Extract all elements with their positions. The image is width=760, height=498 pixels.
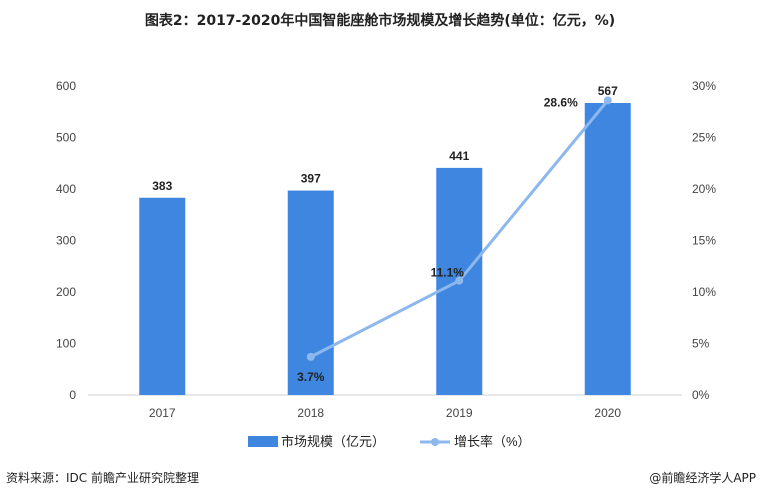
growth-data-label: 3.7% [297, 370, 325, 384]
y-right-tick-label: 20% [692, 182, 716, 196]
x-tick-label: 2019 [446, 406, 473, 420]
bar-data-label: 383 [152, 179, 172, 193]
legend-line-marker [431, 438, 439, 446]
bar [139, 197, 186, 395]
y-left-tick-label: 100 [56, 337, 76, 351]
credit: @前瞻经济学人APP [649, 471, 756, 485]
bar-data-label: 567 [598, 84, 618, 98]
growth-point [306, 352, 315, 361]
y-right-tick-label: 10% [692, 285, 716, 299]
growth-point [603, 96, 612, 105]
legend-line-label: 增长率（%） [454, 434, 531, 449]
y-left-tick-label: 500 [56, 131, 76, 145]
x-tick-label: 2018 [297, 406, 324, 420]
growth-point [455, 276, 464, 285]
legend-bar-label: 市场规模（亿元） [281, 434, 385, 449]
y-left-tick-label: 400 [56, 182, 76, 196]
source-note: 资料来源：IDC 前瞻产业研究院整理 [6, 471, 199, 485]
x-tick-label: 2017 [149, 406, 176, 420]
chart: 0 100 200 300 400 500 600 0% 5% 10% 15% 20% 25% 30% 20… [56, 79, 716, 449]
y-right-tick-label: 5% [692, 337, 710, 351]
chart-title: 图表2：2017-2020年中国智能座舱市场规模及增长趋势(单位：亿元，%) [144, 13, 616, 29]
y-right-tick-label: 30% [692, 79, 716, 93]
legend-bar-swatch [248, 436, 278, 447]
y-right-tick-label: 0% [692, 388, 710, 402]
y-right-tick-label: 25% [692, 131, 716, 145]
y-left-tick-label: 200 [56, 285, 76, 299]
growth-data-label: 11.1% [431, 266, 465, 280]
bar-data-label: 441 [449, 149, 469, 163]
x-tick-label: 2020 [594, 406, 621, 420]
y-left-tick-label: 0 [69, 388, 76, 402]
bar [287, 190, 334, 395]
y-right-tick-label: 15% [692, 234, 716, 248]
y-left-tick-label: 300 [56, 234, 76, 248]
growth-data-label: 28.6% [544, 95, 578, 109]
y-left-tick-label: 600 [56, 79, 76, 93]
bar-data-label: 397 [301, 172, 321, 186]
bar [584, 102, 631, 396]
